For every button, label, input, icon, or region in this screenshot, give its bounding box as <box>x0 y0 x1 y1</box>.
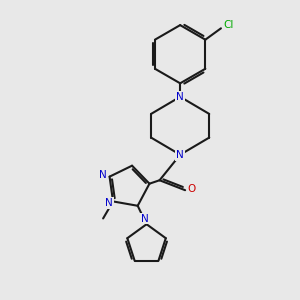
Text: Cl: Cl <box>223 20 234 30</box>
Text: N: N <box>176 92 184 102</box>
Text: N: N <box>141 214 149 224</box>
Text: N: N <box>99 170 107 180</box>
Text: O: O <box>188 184 196 194</box>
Text: N: N <box>176 150 184 160</box>
Text: N: N <box>105 198 113 208</box>
